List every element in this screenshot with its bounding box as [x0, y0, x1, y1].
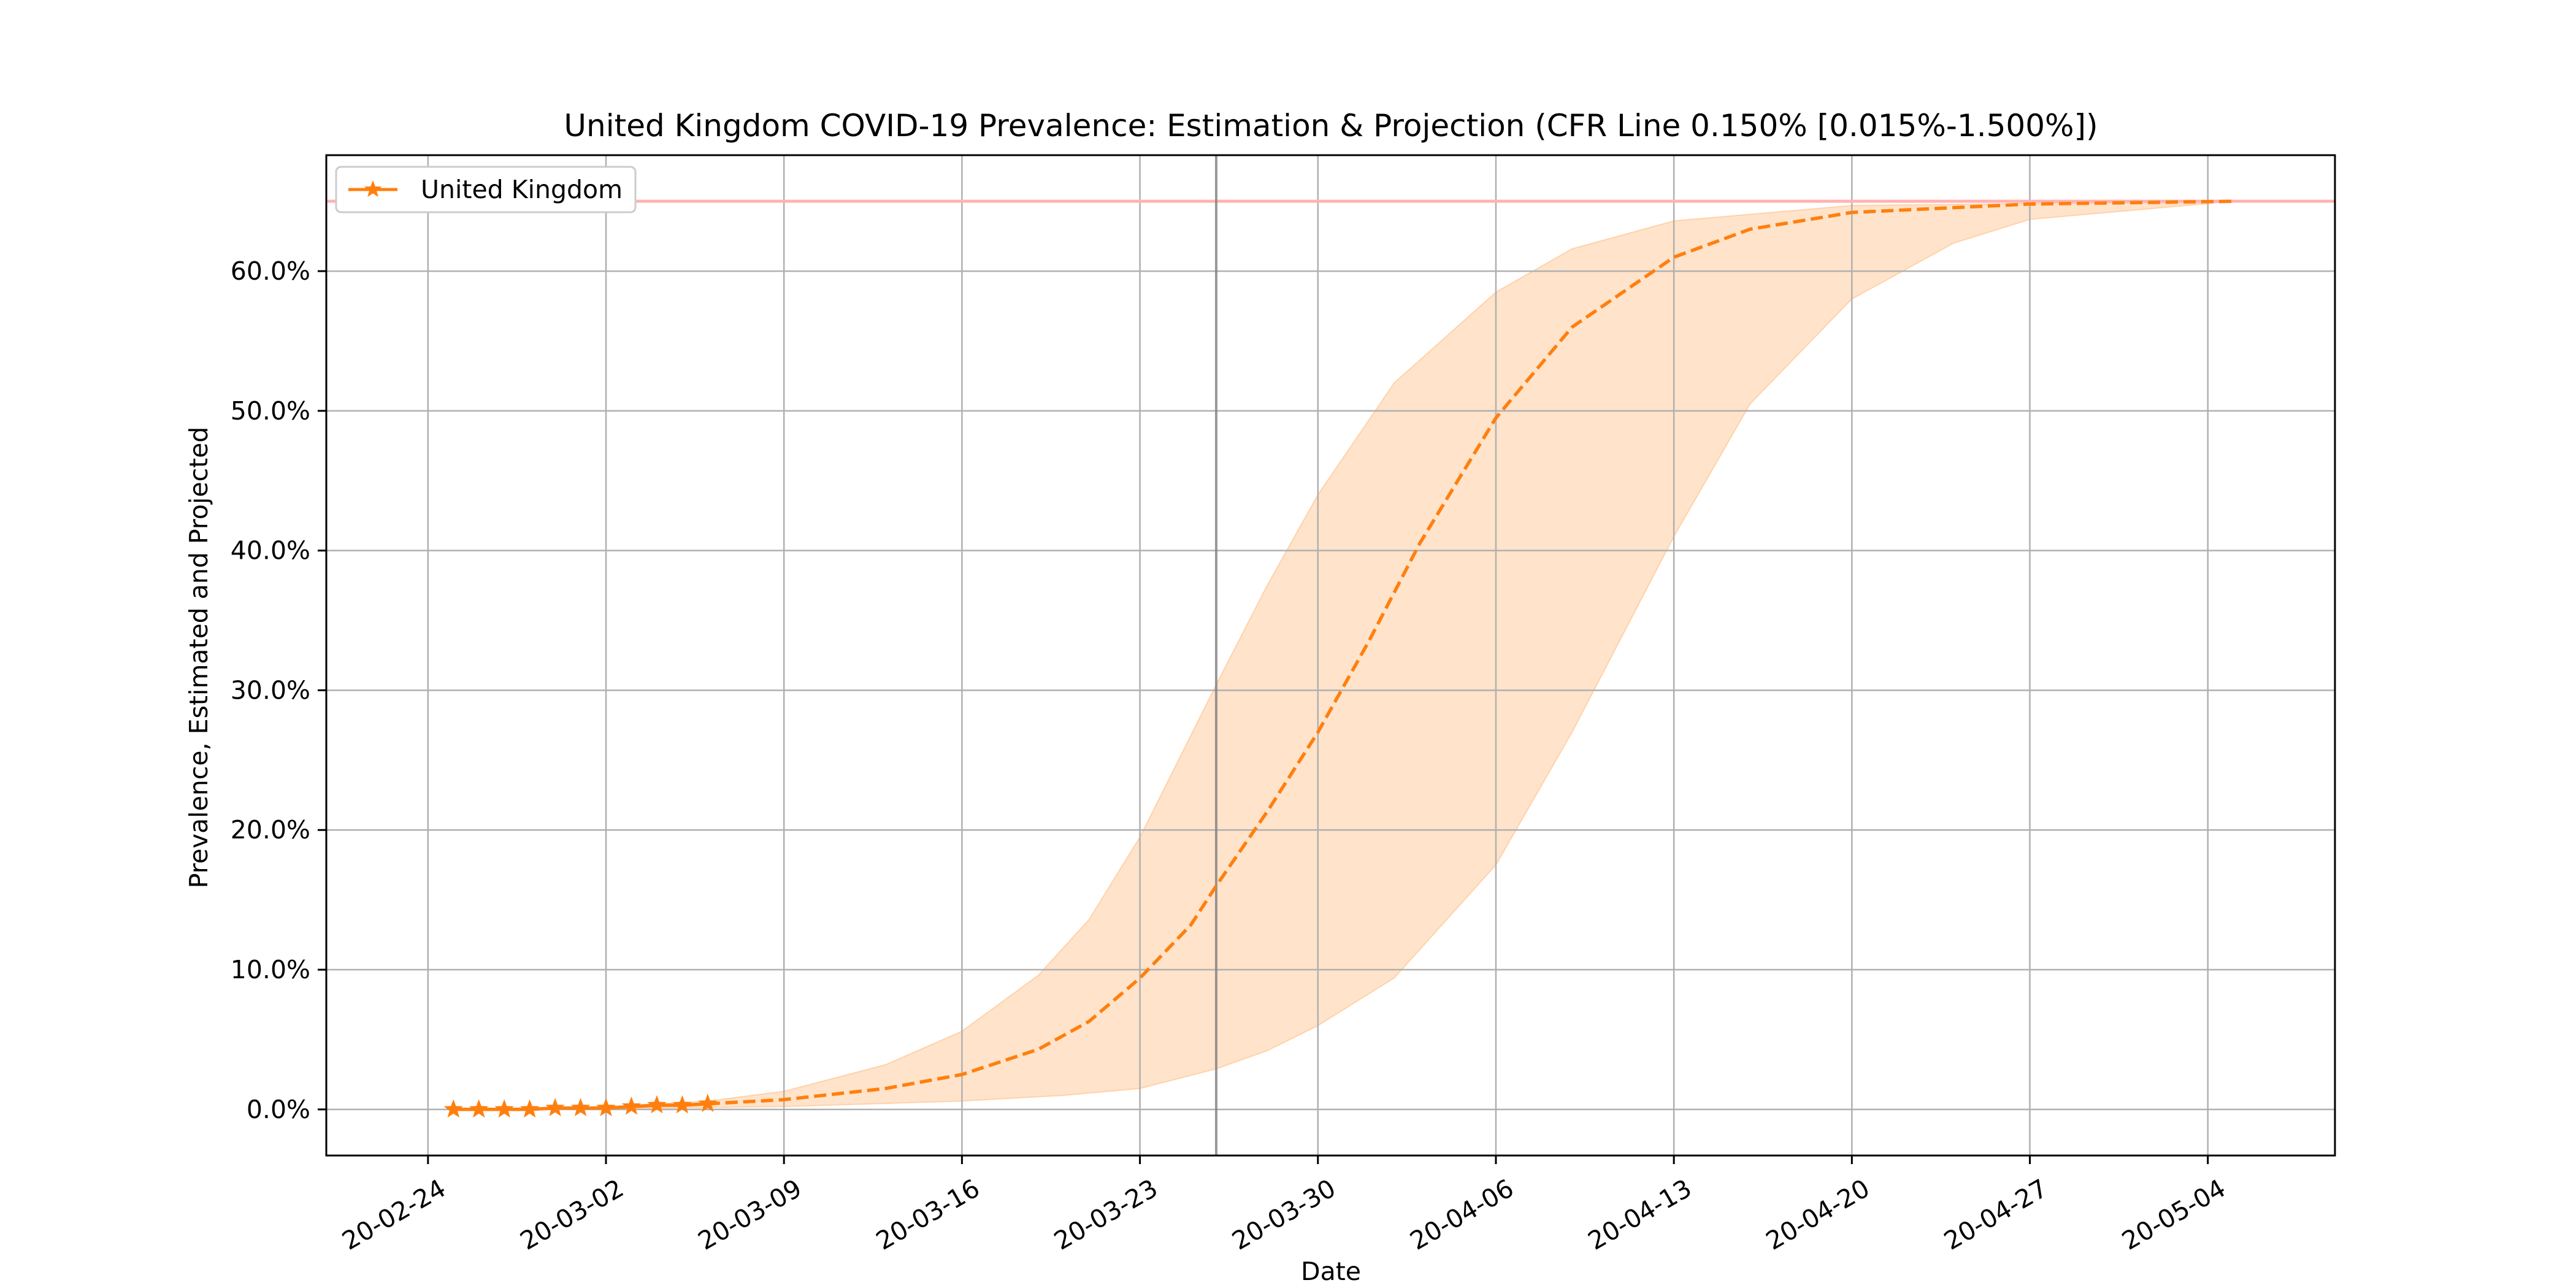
x-tick-label: 20-04-27: [1939, 1173, 2052, 1256]
x-tick-label: 20-03-16: [871, 1173, 984, 1256]
y-tick-label: 10.0%: [231, 955, 310, 984]
data-point-marker: [596, 1098, 616, 1116]
x-tick-label: 20-03-30: [1227, 1173, 1341, 1256]
data-point-marker: [494, 1099, 514, 1118]
x-tick-label: 20-02-24: [337, 1173, 451, 1256]
data-point-marker: [570, 1098, 591, 1116]
x-tick-label: 20-04-13: [1583, 1173, 1696, 1256]
y-tick-label: 30.0%: [231, 675, 310, 705]
data-point-marker: [621, 1096, 642, 1115]
x-tick-label: 20-04-06: [1405, 1173, 1519, 1256]
data-point-marker: [520, 1099, 540, 1118]
x-tick-label: 20-05-04: [2117, 1173, 2231, 1256]
data-point-marker: [647, 1095, 667, 1114]
chart-title: United Kingdom COVID-19 Prevalence: Esti…: [564, 108, 2098, 144]
x-tick-label: 20-03-02: [515, 1173, 629, 1256]
y-tick-label: 60.0%: [231, 256, 310, 286]
y-tick-label: 20.0%: [231, 815, 310, 845]
plot-frame: [325, 154, 2336, 1157]
data-point-marker: [443, 1099, 463, 1118]
y-tick-label: 40.0%: [231, 536, 310, 565]
legend-box: [335, 166, 637, 213]
y-tick-label: 50.0%: [231, 396, 310, 426]
x-axis-label: Date: [1301, 1257, 1361, 1286]
data-point-marker: [545, 1098, 565, 1116]
confidence-band-layer: [453, 201, 2234, 1110]
confidence-band: [453, 201, 2234, 1110]
legend: United Kingdom: [335, 166, 637, 213]
series-layer: [443, 199, 2234, 1118]
data-point-marker: [672, 1095, 692, 1114]
data-point-marker: [469, 1099, 489, 1118]
x-tick-label: 20-03-09: [693, 1173, 807, 1256]
legend-entry-label: United Kingdom: [421, 175, 623, 204]
y-axis-ticks: 0.0% 10.0% 20.0% 30.0% 40.0% 50.0% 60.0%: [231, 256, 326, 1124]
x-axis-ticks: 20-02-24 20-03-02 20-03-09 20-03-16 20-03-23…: [337, 1156, 2231, 1256]
data-point-marker: [698, 1094, 718, 1113]
y-tick-label: 0.0%: [247, 1095, 310, 1124]
x-tick-label: 20-03-23: [1049, 1173, 1162, 1256]
reference-line-layer: [326, 155, 2335, 1156]
y-axis-label: Prevalence, Estimated and Projected: [184, 427, 213, 889]
x-tick-label: 20-04-20: [1761, 1173, 1874, 1256]
projected-line: [707, 199, 2234, 1106]
legend-star-marker: [364, 180, 382, 197]
